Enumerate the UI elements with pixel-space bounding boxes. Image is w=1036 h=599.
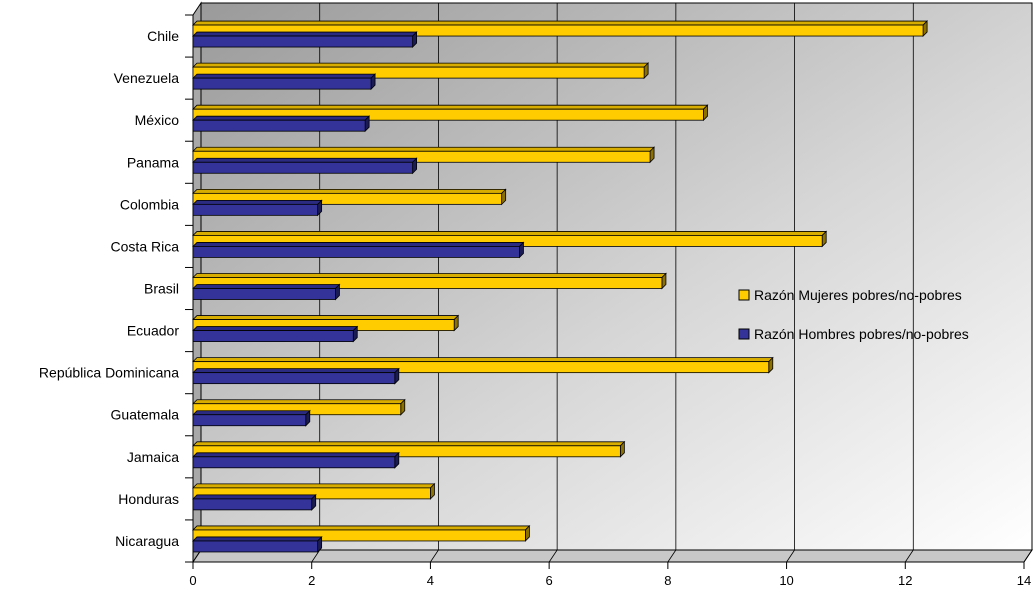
gridline-floor bbox=[311, 549, 321, 563]
category-label: Nicaragua bbox=[115, 533, 179, 549]
category-label: Costa Rica bbox=[111, 238, 180, 254]
legend-swatch-men bbox=[738, 328, 750, 340]
category-label: Jamaica bbox=[127, 449, 179, 465]
x-tick-label: 2 bbox=[308, 573, 315, 588]
category-label: República Dominicana bbox=[39, 365, 179, 381]
bar-men bbox=[192, 283, 341, 301]
bar-women bbox=[192, 440, 626, 458]
category-label: Colombia bbox=[120, 196, 179, 212]
gridline-floor bbox=[1023, 549, 1033, 563]
bar-men bbox=[192, 73, 377, 91]
category-label: Brasil bbox=[144, 281, 179, 297]
bar-men bbox=[192, 367, 400, 385]
gridline-floor bbox=[904, 549, 914, 563]
category-label: Chile bbox=[147, 28, 179, 44]
gridline-floor bbox=[548, 549, 558, 563]
x-tick-label: 12 bbox=[898, 573, 912, 588]
bar-women bbox=[192, 104, 709, 122]
x-tick-label: 10 bbox=[779, 573, 793, 588]
x-tick-label: 8 bbox=[664, 573, 671, 588]
bar-men bbox=[192, 325, 359, 343]
category-label: Honduras bbox=[118, 491, 179, 507]
x-tick-label: 6 bbox=[546, 573, 553, 588]
bar-women bbox=[192, 272, 667, 290]
legend-swatch-women bbox=[738, 289, 750, 301]
bar-men bbox=[192, 535, 323, 553]
category-label: Panama bbox=[127, 154, 179, 170]
category-label: México bbox=[135, 112, 180, 128]
bar-women bbox=[192, 20, 929, 38]
bar-women bbox=[192, 188, 507, 206]
bar-men bbox=[192, 115, 371, 133]
x-tick-label: 4 bbox=[427, 573, 434, 588]
bar-women bbox=[192, 146, 656, 164]
gridline-floor bbox=[430, 549, 439, 563]
bar-men bbox=[192, 493, 317, 511]
bar-men bbox=[192, 241, 525, 259]
bar-women bbox=[192, 524, 531, 542]
bar-men bbox=[192, 199, 323, 217]
bar-men bbox=[192, 31, 418, 49]
bar-women bbox=[192, 62, 650, 80]
bar-men bbox=[192, 409, 311, 427]
bar-women bbox=[192, 398, 406, 416]
bar-women bbox=[192, 356, 774, 374]
x-tick-label: 0 bbox=[189, 573, 196, 588]
gridline-floor bbox=[667, 549, 677, 563]
x-tick-label: 14 bbox=[1017, 573, 1031, 588]
legend-label-men: Razón Hombres pobres/no-pobres bbox=[754, 326, 969, 342]
category-label: Venezuela bbox=[114, 70, 180, 86]
legend-label-women: Razón Mujeres pobres/no-pobres bbox=[754, 287, 962, 303]
bar-men bbox=[192, 451, 400, 469]
bar-men bbox=[192, 157, 418, 175]
category-label: Ecuador bbox=[127, 323, 179, 339]
gridline-floor bbox=[786, 549, 795, 563]
category-label: Guatemala bbox=[111, 407, 180, 423]
bar-women bbox=[192, 314, 460, 332]
